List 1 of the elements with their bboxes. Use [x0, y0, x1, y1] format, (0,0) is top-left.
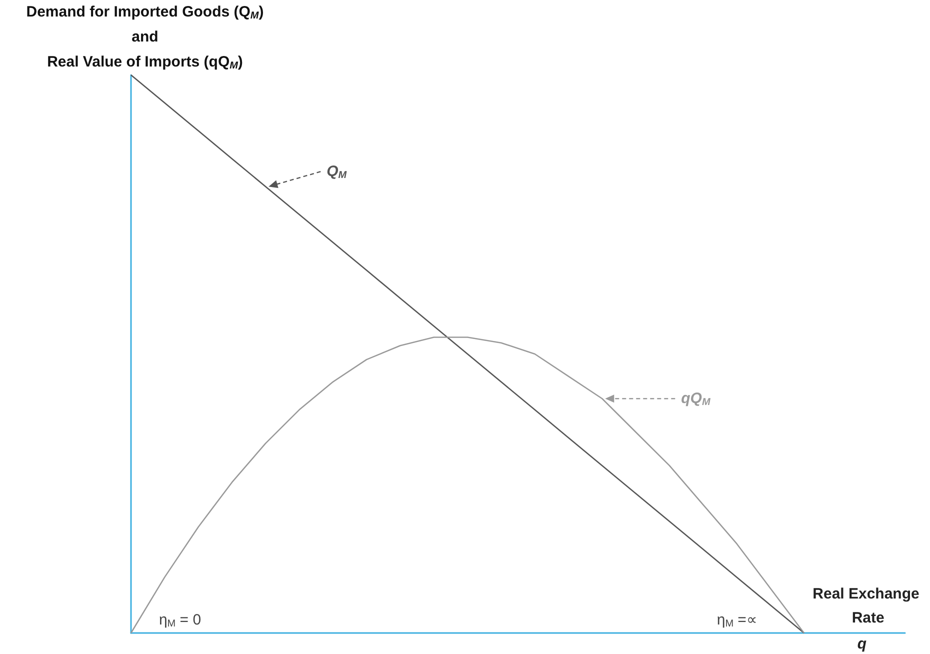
text: q [857, 636, 867, 652]
